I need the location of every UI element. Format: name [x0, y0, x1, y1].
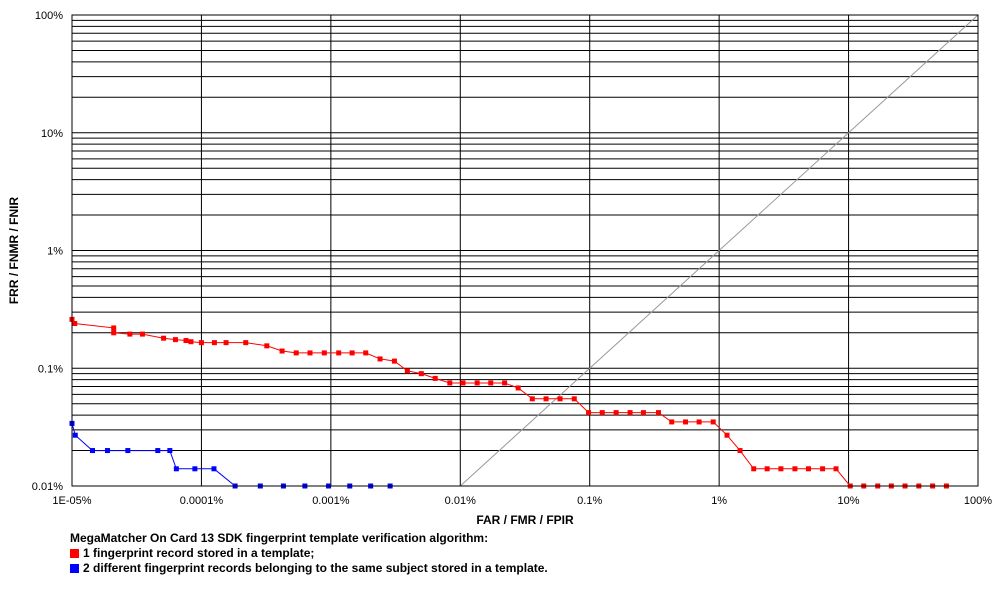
y-tick-label: 1%: [47, 246, 63, 258]
data-point: [820, 466, 826, 472]
data-point: [111, 325, 117, 331]
plot-frame: [71, 14, 979, 487]
y-axis-title: FRR / FNMR / FNIR: [7, 197, 21, 305]
data-point: [432, 375, 438, 381]
data-point: [307, 350, 313, 356]
series-2: [69, 420, 393, 489]
x-axis-title: FAR / FMR / FPIR: [476, 513, 574, 527]
data-point: [321, 350, 327, 356]
legend-label-series-1: 1 fingerprint record stored in a templat…: [83, 546, 315, 560]
data-point: [127, 331, 133, 337]
data-point: [139, 331, 145, 337]
data-point: [72, 320, 78, 326]
x-tick-label: 0.01%: [445, 495, 476, 507]
legend-swatch-red: [70, 549, 79, 558]
data-point: [89, 448, 95, 454]
data-point: [833, 466, 839, 472]
reference-diagonal-line: [459, 14, 979, 487]
data-point: [656, 410, 662, 416]
series-line-1: [71, 319, 947, 487]
legend-item-series-2: 2 different fingerprint records belongin…: [70, 561, 548, 576]
data-point: [183, 338, 189, 344]
data-point: [751, 466, 757, 472]
data-point: [792, 466, 798, 472]
data-point: [599, 410, 605, 416]
data-point: [764, 466, 770, 472]
data-point: [543, 396, 549, 402]
data-point: [391, 358, 397, 364]
data-point: [104, 448, 110, 454]
data-point: [377, 356, 383, 362]
data-point: [805, 466, 811, 472]
legend-item-series-1: 1 fingerprint record stored in a templat…: [70, 546, 548, 561]
data-point: [724, 432, 730, 438]
data-point: [488, 380, 494, 386]
data-point: [211, 340, 217, 346]
data-point: [173, 466, 179, 472]
data-point: [447, 380, 453, 386]
legend-title: MegaMatcher On Card 13 SDK fingerprint t…: [70, 531, 489, 545]
data-point: [192, 466, 198, 472]
data-point: [571, 396, 577, 402]
data-point: [683, 419, 689, 425]
data-point: [529, 396, 535, 402]
legend: MegaMatcher On Card 13 SDK fingerprint t…: [70, 531, 548, 576]
data-point: [349, 350, 355, 356]
data-point: [696, 419, 702, 425]
series-line-2: [71, 423, 391, 487]
data-point: [188, 339, 194, 345]
legend-label-series-2: 2 different fingerprint records belongin…: [83, 561, 548, 575]
x-tick-label: 10%: [838, 495, 860, 507]
legend-swatch-blue: [70, 564, 79, 573]
data-point: [515, 385, 521, 391]
data-point: [155, 448, 161, 454]
data-point: [502, 380, 508, 386]
grid: [71, 15, 979, 487]
tick-labels: 1E-05% 0.0001% 0.001% 0.01% 0.1% 1% 10% 100% 100…: [32, 10, 992, 507]
data-point: [72, 432, 78, 438]
data-point: [404, 368, 410, 374]
x-tick-label: 0.001%: [312, 495, 350, 507]
data-point: [167, 448, 173, 454]
data-point: [111, 330, 117, 336]
data-point: [710, 419, 716, 425]
data-point: [211, 466, 217, 472]
data-point: [737, 448, 743, 454]
data-point: [198, 340, 204, 346]
data-point: [778, 466, 784, 472]
y-tick-label: 10%: [41, 128, 63, 140]
data-point: [460, 380, 466, 386]
data-point: [223, 340, 229, 346]
data-point: [172, 337, 178, 343]
data-point: [418, 371, 424, 377]
data-point: [669, 419, 675, 425]
x-tick-label: 1%: [711, 495, 727, 507]
data-point: [279, 348, 285, 354]
data-point: [243, 340, 249, 346]
y-tick-label: 0.01%: [32, 481, 63, 493]
data-point: [640, 410, 646, 416]
data-point: [264, 343, 270, 349]
data-point: [613, 410, 619, 416]
data-point: [627, 410, 633, 416]
data-point: [586, 410, 592, 416]
x-tick-label: 100%: [964, 495, 992, 507]
y-tick-label: 0.1%: [38, 363, 63, 375]
y-tick-label: 100%: [35, 10, 63, 22]
data-point: [557, 396, 563, 402]
data-point: [336, 350, 342, 356]
x-tick-label: 0.0001%: [180, 495, 224, 507]
x-tick-label: 1E-05%: [52, 495, 91, 507]
data-point: [161, 335, 167, 341]
series-1: [69, 316, 949, 489]
data-point: [293, 350, 299, 356]
data-point: [363, 350, 369, 356]
data-point: [125, 448, 131, 454]
data-point: [474, 380, 480, 386]
x-tick-label: 0.1%: [577, 495, 602, 507]
